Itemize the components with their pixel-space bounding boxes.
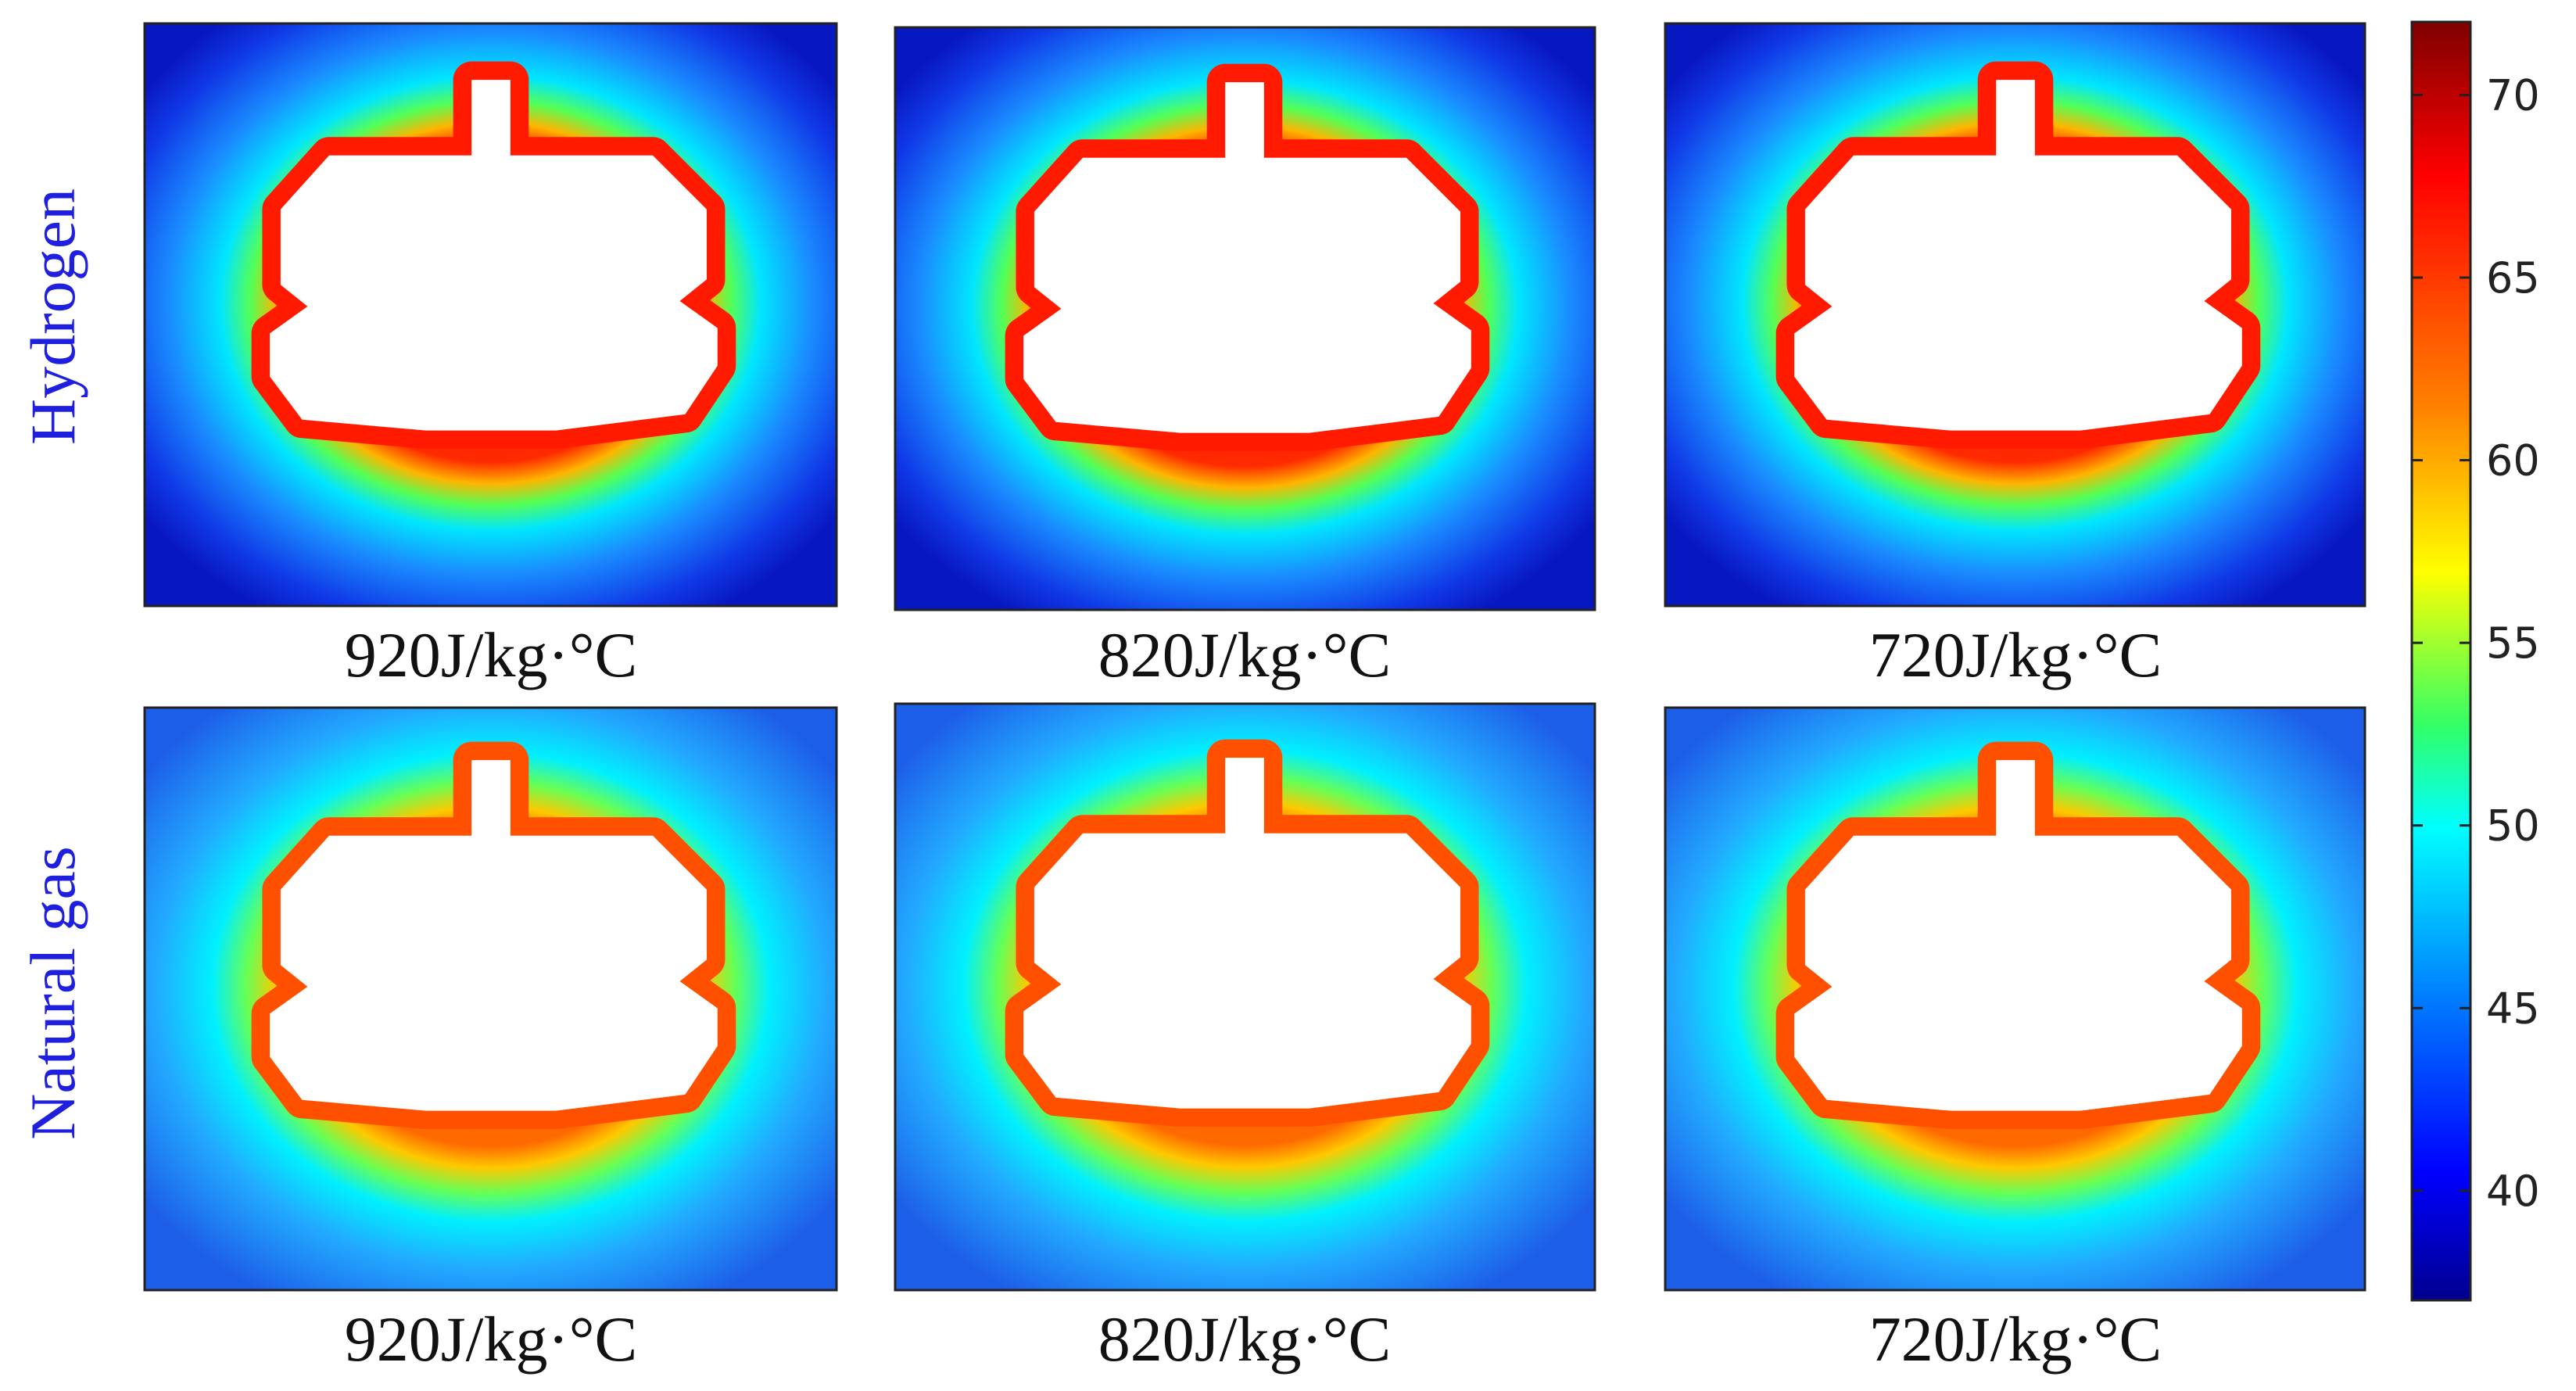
panel-natural-gas-720 [1664,706,2366,1292]
panel-caption: 720J/kg·°C [1869,619,2162,690]
panel-caption: 920J/kg·°C [345,619,638,690]
panel-natural-gas-920 [143,706,838,1292]
panel-caption: 720J/kg·°C [1869,1303,2162,1375]
row-label-natural-gas: Natural gas [17,846,88,1140]
panel-natural-gas-820 [894,702,1596,1292]
colorbar-tick-label: 70 [2486,70,2540,120]
colorbar-tick-label: 60 [2486,436,2540,486]
panel-hydrogen-920 [143,22,838,608]
panel-caption: 920J/kg·°C [345,1303,638,1375]
colorbar: 70 65 60 55 50 45 40 [2410,20,2540,1302]
row-label-hydrogen: Hydrogen [17,188,88,445]
panel-hydrogen-820 [894,26,1596,611]
colorbar-ticks: 70 65 60 55 50 45 40 [2412,70,2540,1216]
panel-caption: 820J/kg·°C [1098,1303,1392,1375]
colorbar-tick-label: 40 [2486,1167,2540,1216]
panel-caption: 820J/kg·°C [1098,619,1392,690]
colorbar-tick-label: 55 [2486,618,2540,668]
colorbar-tick-label: 45 [2486,984,2540,1033]
colorbar-tick-label: 65 [2486,253,2540,303]
colorbar-tick-label: 50 [2486,801,2540,851]
panel-hydrogen-720 [1664,22,2366,608]
